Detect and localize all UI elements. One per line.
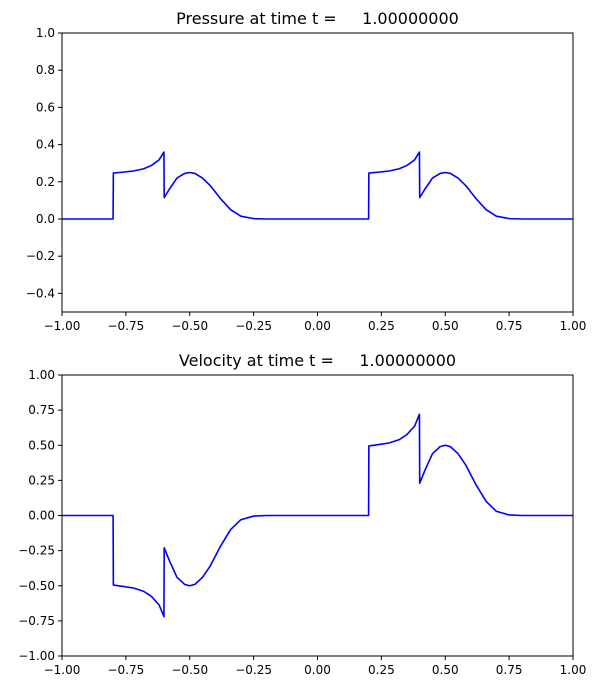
velocity-y-tick-label: −0.75: [18, 614, 55, 628]
pressure-y-tick-label: 0.8: [36, 63, 55, 77]
velocity-x-tick-label: −1.00: [44, 663, 81, 677]
pressure-x-tick-label: 0.75: [496, 319, 523, 333]
pressure-y-tick-label: −0.4: [26, 286, 55, 300]
velocity-y-tick-label: 0.00: [28, 509, 55, 523]
velocity-y-tick-label: 0.75: [28, 403, 55, 417]
velocity-y-tick-label: −0.50: [18, 579, 55, 593]
velocity-y-tick-label: 0.50: [28, 438, 55, 452]
pressure-x-tick-label: 0.25: [368, 319, 395, 333]
velocity-y-tick-label: −1.00: [18, 649, 55, 663]
pressure-x-tick-label: −0.50: [171, 319, 208, 333]
velocity-x-tick-label: 0.75: [496, 663, 523, 677]
velocity-y-tick-label: 0.25: [28, 473, 55, 487]
velocity-x-tick-label: −0.50: [171, 663, 208, 677]
velocity-x-tick-label: −0.25: [235, 663, 272, 677]
pressure-x-tick-label: 1.00: [560, 319, 587, 333]
pressure-ticks: −1.00 −0.75 −0.50 −0.25 0.00 0.25 0.50 0.75 1.00…: [26, 26, 587, 333]
pressure-y-tick-label: 1.0: [36, 26, 55, 40]
pressure-plot-frame: [61, 32, 574, 313]
pressure-x-tick-label: −0.25: [235, 319, 272, 333]
velocity-x-tick-label: 0.25: [368, 663, 395, 677]
velocity-chart: Velocity at time t = 1.00000000 −1.00 −0.…: [18, 351, 586, 677]
pressure-y-tick-label: 0.2: [36, 175, 55, 189]
pressure-series-line: [62, 151, 573, 220]
pressure-chart-title: Pressure at time t = 1.00000000: [176, 9, 459, 28]
pressure-y-tick-label: −0.2: [26, 249, 55, 263]
velocity-x-tick-label: 0.00: [304, 663, 331, 677]
velocity-x-tick-label: 1.00: [560, 663, 587, 677]
velocity-y-tick-label: 1.00: [28, 368, 55, 382]
pressure-y-tick-label: 0.4: [36, 138, 55, 152]
pressure-chart: Pressure at time t = 1.00000000 −1.00 −0.…: [26, 9, 587, 333]
velocity-series-line: [62, 413, 573, 618]
pressure-x-tick-label: 0.00: [304, 319, 331, 333]
velocity-x-tick-label: 0.50: [432, 663, 459, 677]
pressure-y-tick-label: 0.6: [36, 100, 55, 114]
pressure-x-tick-label: −1.00: [44, 319, 81, 333]
pressure-y-tick-label: 0.0: [36, 212, 55, 226]
velocity-ticks: −1.00 −0.75 −0.50 −0.25 0.00 0.25 0.50 0.75 1.00…: [18, 368, 586, 677]
velocity-plot-frame: [61, 374, 574, 657]
velocity-chart-title: Velocity at time t = 1.00000000: [179, 351, 456, 370]
velocity-y-tick-label: −0.25: [18, 544, 55, 558]
pressure-x-tick-label: −0.75: [107, 319, 144, 333]
pressure-x-tick-label: 0.50: [432, 319, 459, 333]
velocity-x-tick-label: −0.75: [107, 663, 144, 677]
